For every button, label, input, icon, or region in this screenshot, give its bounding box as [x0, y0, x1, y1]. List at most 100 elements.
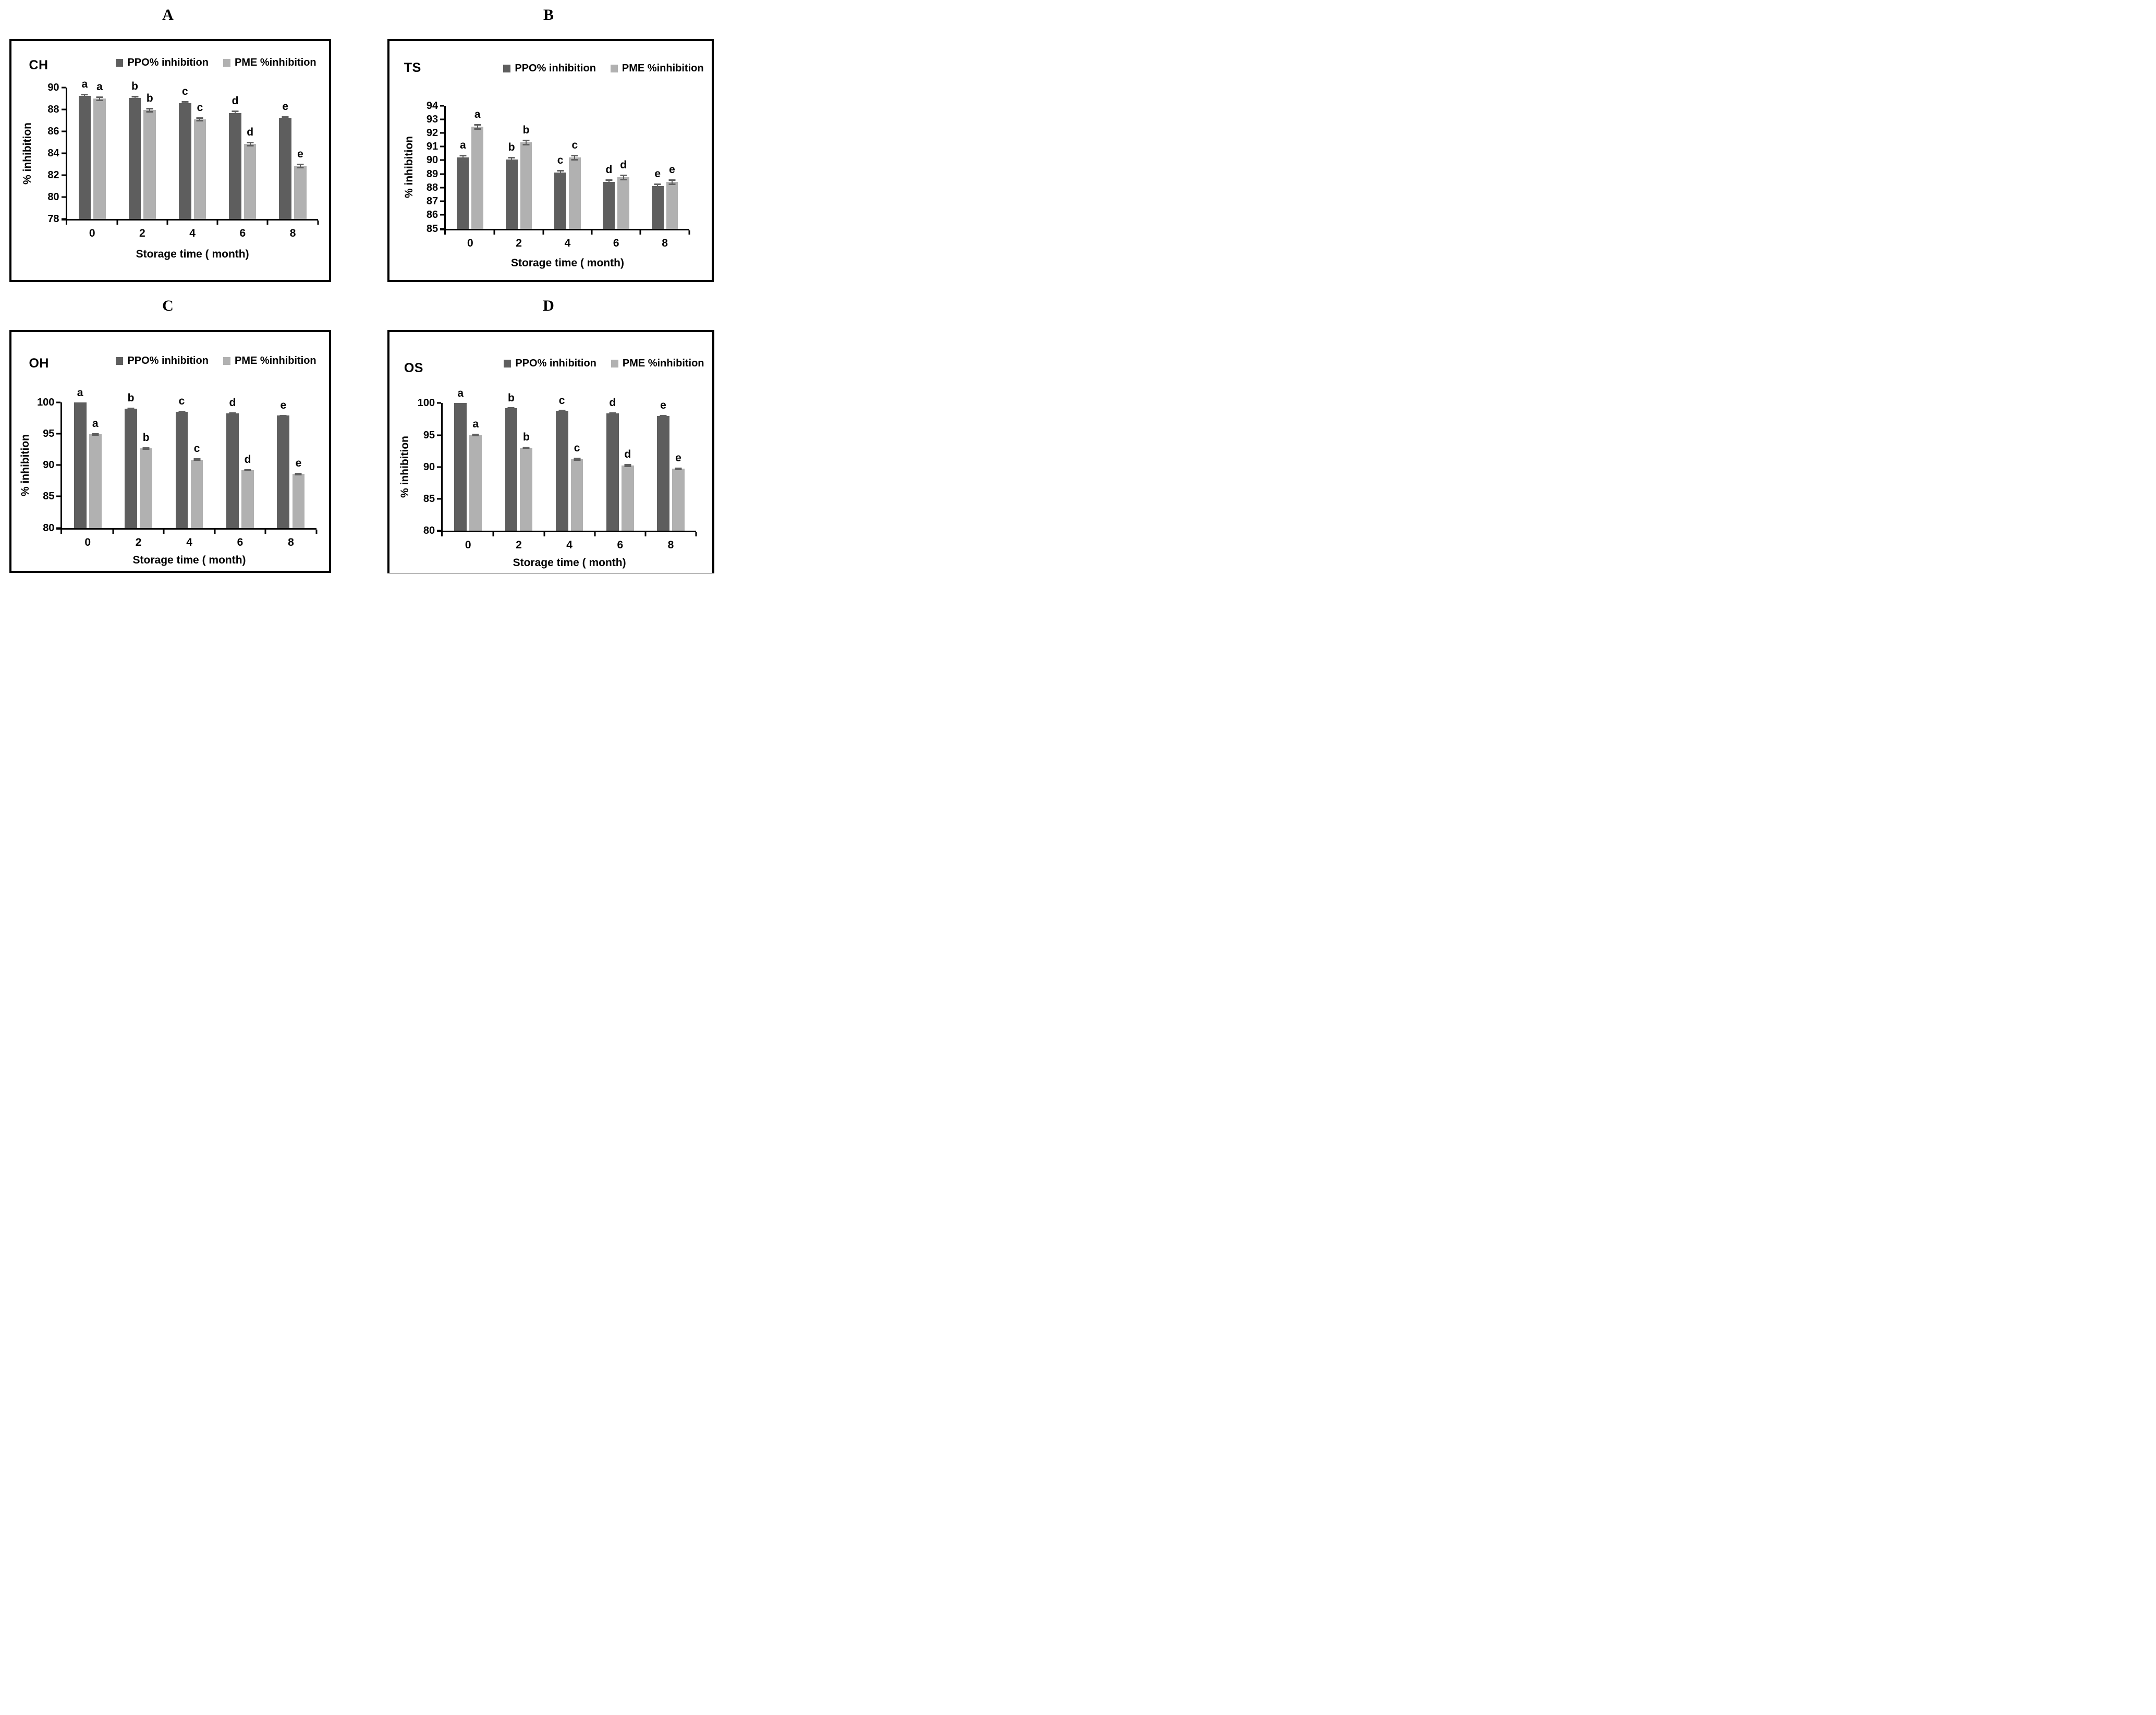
significance-letter: e: [654, 168, 661, 180]
x-category-label: 2: [139, 227, 145, 240]
pme-bar-month-6: [243, 144, 257, 219]
y-axis-tick: [440, 132, 445, 134]
x-axis-tick: [112, 529, 114, 534]
x-axis-tick: [644, 532, 647, 537]
panel-title-b: B: [543, 6, 554, 23]
significance-letter: d: [609, 397, 616, 409]
y-axis-tick: [61, 218, 66, 220]
ppo-legend-marker-icon: [503, 65, 511, 73]
pme-bar-month-4: [568, 157, 581, 229]
y-axis-tick-label: 80: [43, 522, 55, 534]
plot-area: % inhibition Storage time ( month) 85 86 8…: [403, 101, 690, 269]
error-bar: [241, 469, 254, 472]
plot-area: % inhibition Storage time ( month) 80 85 9…: [19, 387, 318, 566]
x-category-label: 8: [667, 539, 674, 552]
error-bar: [244, 142, 257, 146]
x-axis-tick: [264, 529, 266, 534]
x-category-label: 8: [289, 227, 296, 240]
significance-letter: c: [571, 139, 578, 152]
legend-label-ppo: PPO% inhibition: [515, 63, 596, 75]
y-axis-tick-label: 85: [423, 493, 435, 505]
legend-label-ppo: PPO% inhibition: [127, 56, 209, 68]
x-category-label: 8: [662, 237, 668, 249]
legend: PPO% inhibition PME %inhibition: [503, 63, 704, 75]
y-axis-tick-label: 90: [43, 459, 55, 471]
x-axis-line: [56, 528, 316, 530]
significance-letter: e: [282, 100, 289, 113]
significance-letter: c: [574, 442, 580, 454]
ppo-legend-marker-icon: [116, 357, 124, 365]
pme-bar-month-8: [292, 474, 305, 528]
ppo-bar-month-2: [505, 408, 518, 531]
x-category-label: 8: [288, 536, 294, 548]
pme-bar-month-2: [520, 448, 533, 531]
x-category-label: 6: [237, 536, 243, 548]
y-axis-tick-label: 85: [43, 491, 55, 503]
sample-code-label: OS: [404, 361, 423, 376]
error-bar: [279, 116, 291, 120]
error-bar: [226, 412, 239, 414]
pme-legend-marker-icon: [223, 58, 230, 67]
pme-bar-month-0: [93, 99, 106, 219]
y-axis-tick: [56, 495, 61, 497]
error-bar: [191, 458, 203, 461]
pme-legend-marker-icon: [611, 359, 618, 368]
significance-letter: b: [522, 431, 530, 443]
error-bar: [129, 96, 141, 101]
x-axis-tick: [493, 230, 495, 235]
error-bar: [471, 124, 483, 130]
y-axis-tick-label: 86: [47, 126, 59, 138]
significance-letter: e: [297, 148, 303, 161]
y-axis-tick: [440, 145, 445, 148]
significance-letter: d: [229, 396, 236, 409]
error-bar: [293, 472, 305, 475]
y-axis-tick-label: 93: [426, 113, 438, 125]
pme-bar-month-2: [140, 448, 153, 528]
y-axis-tick-label: 90: [47, 82, 59, 94]
legend-label-pme: PME %inhibition: [234, 354, 316, 366]
ppo-bar-month-8: [651, 186, 664, 229]
y-axis-tick: [440, 200, 445, 202]
x-axis-title: Storage time ( month): [510, 256, 624, 269]
legend-item-ppo: PPO% inhibition: [116, 57, 209, 69]
x-axis-tick: [591, 230, 593, 235]
legend-label-pme: PME %inhibition: [622, 63, 704, 75]
ppo-bar-month-6: [229, 113, 241, 219]
error-bar: [506, 156, 518, 163]
error-bar: [622, 464, 634, 468]
error-bar: [569, 155, 581, 161]
y-axis-tick: [440, 228, 445, 230]
x-axis-tick: [695, 532, 697, 537]
x-category-label: 0: [84, 536, 91, 548]
significance-letter: e: [660, 399, 666, 411]
ppo-bar-month-0: [78, 96, 91, 219]
panel-ch: CH PPO% inhibition PME %inhibition % inh…: [9, 39, 331, 282]
y-axis-tick: [61, 152, 66, 154]
y-axis-title: % inhibition: [399, 436, 411, 498]
x-axis-title: Storage time ( month): [513, 557, 626, 569]
legend: PPO% inhibition PME %inhibition: [116, 57, 316, 69]
ppo-bar-month-0: [74, 402, 87, 528]
error-bar: [93, 96, 106, 101]
y-axis-title: % inhibition: [19, 434, 32, 496]
significance-letter: d: [232, 95, 239, 107]
ppo-bar-month-4: [554, 173, 566, 229]
error-bar: [652, 183, 664, 189]
y-axis-tick-label: 95: [43, 428, 55, 440]
y-axis-tick: [61, 108, 66, 111]
significance-letter: a: [472, 418, 479, 431]
y-axis-tick: [56, 527, 61, 529]
y-axis-tick-label: 88: [426, 181, 438, 193]
y-axis-tick-label: 78: [47, 213, 59, 225]
legend-label-ppo: PPO% inhibition: [515, 357, 596, 369]
legend-item-pme: PME %inhibition: [611, 358, 704, 370]
panel-oh: OH PPO% inhibition PME %inhibition % inh…: [9, 330, 331, 573]
x-axis-tick: [639, 230, 641, 235]
y-axis-line: [60, 402, 63, 534]
error-bar: [520, 446, 532, 449]
significance-letter: e: [669, 164, 675, 176]
x-axis-tick: [317, 220, 319, 225]
significance-letter: d: [244, 453, 251, 466]
error-bar: [554, 169, 566, 176]
y-axis-tick-label: 100: [417, 397, 435, 409]
